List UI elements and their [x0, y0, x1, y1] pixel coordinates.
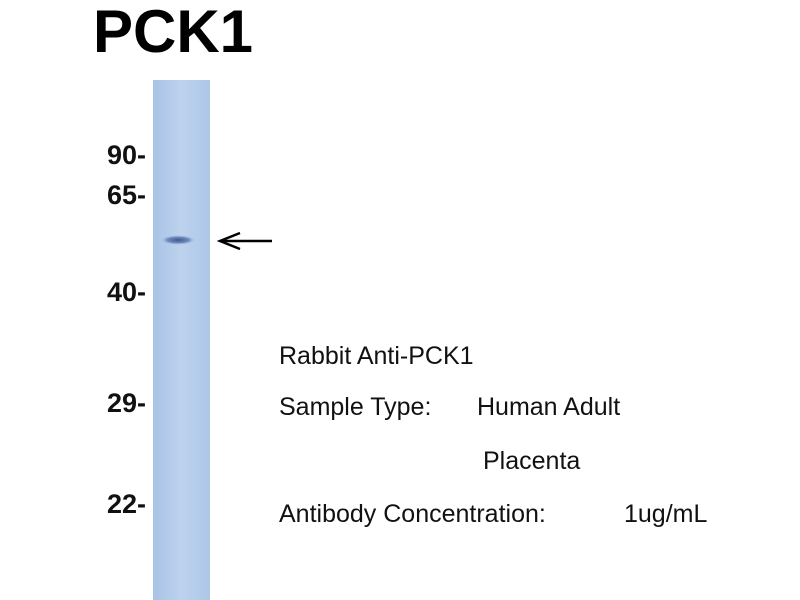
marker-label: 65-	[107, 180, 146, 210]
sample-label: Sample Type:	[279, 393, 431, 421]
marker-label: 29-	[107, 388, 146, 418]
marker-label: 22-	[107, 489, 146, 519]
marker-group: 90- 65- 40- 29- 22-	[107, 140, 146, 519]
title: PCK1	[93, 0, 253, 65]
marker-label: 90-	[107, 140, 146, 170]
protein-band	[160, 235, 196, 245]
sample-value: Placenta	[483, 447, 580, 475]
marker-label: 40-	[107, 277, 146, 307]
blot-lane	[153, 80, 210, 600]
concentration-value: 1ug/mL	[624, 500, 707, 528]
concentration-label: Antibody Concentration:	[279, 500, 546, 528]
sample-value: Human Adult	[477, 393, 620, 421]
antibody-text: Rabbit Anti-PCK1	[279, 342, 474, 370]
arrow	[216, 231, 272, 251]
